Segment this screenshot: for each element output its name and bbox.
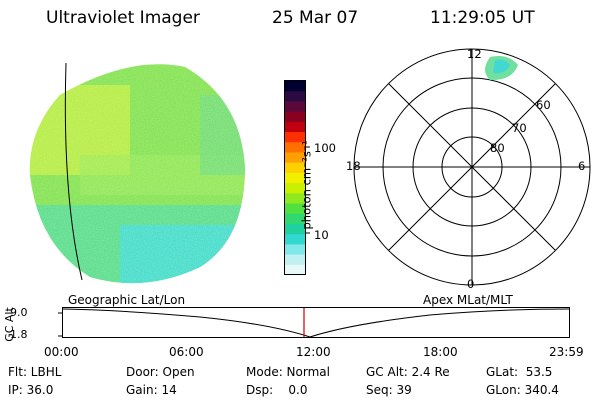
time-tick-1200: 12:00 [296,345,331,359]
time-tick-2359: 23:59 [549,345,584,359]
colorbar-segment [285,132,305,143]
gc-alt-tick-9: 9.0 [10,306,28,319]
glon-readout: GLon: 340.4 [486,383,559,397]
time-tick-1800: 18:00 [423,345,458,359]
seq-readout: Seq: 39 [366,383,412,397]
instrument-title: Ultraviolet Imager [46,8,200,28]
colorbar-segment [285,162,305,174]
terminator-line [64,62,83,281]
colorbar-segment [285,172,305,184]
colorbar-segment [285,264,305,276]
geographic-label: Geographic Lat/Lon [68,293,186,307]
apex-label: Apex MLat/MLT [423,293,513,307]
colorbar [284,80,310,276]
door-readout: Door: Open [126,365,195,379]
glat-readout: GLat: 53.5 [486,365,553,379]
lat-label-60: 60 [536,98,551,112]
filter-readout: Flt: LBHL [8,365,62,379]
lat-label-80: 80 [490,141,505,155]
date-label: 25 Mar 07 [272,8,359,28]
time-tick-0600: 06:00 [169,345,204,359]
colorbar-segment [285,121,305,133]
altitude-timeline [58,307,570,338]
time-tick-0000: 00:00 [44,345,79,359]
colorbar-segment [285,81,305,92]
time-label: 11:29:05 UT [430,8,535,28]
colorbar-segment [285,91,305,102]
mlt-label-18: 18 [346,159,361,173]
colorbar-segment [285,213,305,225]
colorbar-segment [285,234,305,245]
colorbar-segment [285,111,305,123]
ip-readout: IP: 36.0 [8,383,54,397]
lat-label-70: 70 [512,121,527,135]
mode-readout: Mode: Normal [246,365,330,379]
gain-readout: Gain: 14 [126,383,177,397]
colorbar-segment [285,244,305,256]
mlt-label-12: 12 [467,47,482,61]
gc-alt-axis-label: GC Alt [2,307,16,342]
colorbar-segment [285,183,305,194]
colorbar-segment [285,203,305,215]
colorbar-segment [285,101,305,113]
colorbar-segment [285,152,305,164]
colorbar-segment [285,223,305,235]
colorbar-tick-10: 10 [314,228,329,242]
colorbar-segment [285,142,305,153]
colorbar-segment [285,254,305,266]
gc-alt-tick-1-8: 1.8 [10,328,28,341]
dsp-readout: Dsp: 0.0 [246,383,308,397]
earth-disk-image [29,62,245,284]
colorbar-segment [285,193,305,205]
mlt-label-6: 6 [578,159,586,173]
polar-grid [353,48,591,286]
colorbar-tick-100: 100 [314,141,336,155]
gc-alt-readout: GC Alt: 2.4 Re [366,365,450,379]
colorbar-unit-label: photon cm⁻²s⁻¹ [299,140,314,230]
mlt-label-0: 0 [467,277,475,291]
